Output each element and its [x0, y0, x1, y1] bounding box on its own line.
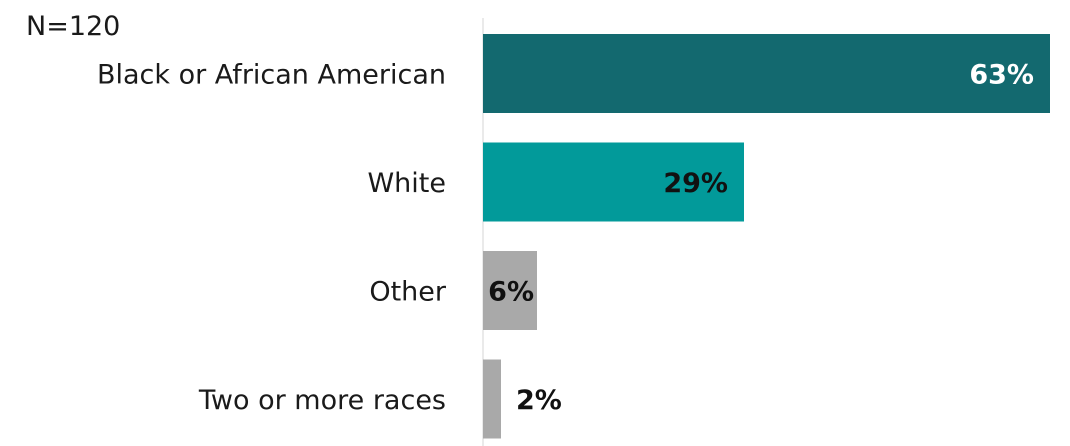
category-label-other: Other — [369, 277, 447, 308]
value-label-two-or-more-races: 2% — [516, 385, 562, 416]
bars-group — [483, 34, 1050, 439]
category-label-white: White — [367, 168, 446, 199]
category-label-black-or-african-american: Black or African American — [97, 60, 446, 91]
category-label-two-or-more-races: Two or more races — [198, 385, 446, 416]
value-label-other: 6% — [488, 277, 534, 308]
bar-other — [483, 251, 537, 330]
bar-white — [483, 142, 744, 222]
value-label-black-or-african-american: 63% — [969, 60, 1034, 91]
category-labels-group: Black or African American White Other Two o… — [97, 60, 447, 417]
value-labels-group: 63% 29% 6% 2% — [488, 60, 1034, 417]
bar-two-or-more-races — [483, 359, 501, 439]
bar-black-or-african-american — [483, 34, 1050, 113]
sample-size-note: N=120 — [26, 11, 120, 42]
value-label-white: 29% — [663, 168, 728, 199]
